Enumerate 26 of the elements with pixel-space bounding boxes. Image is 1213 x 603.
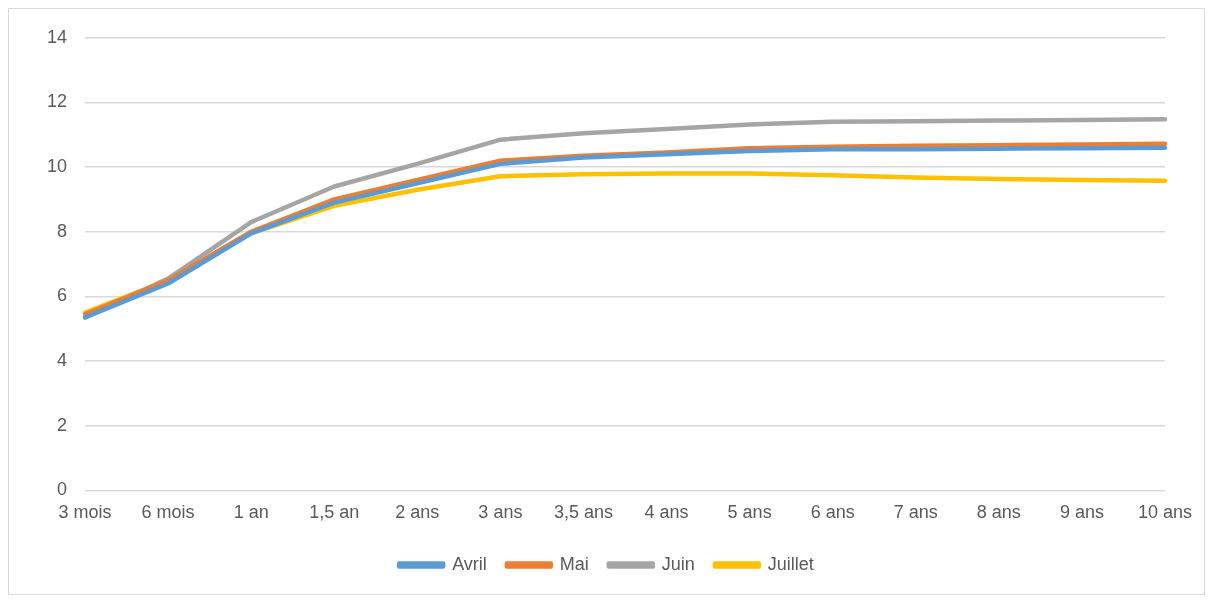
y-tick-label: 4 [57, 350, 68, 371]
x-tick-label: 2 ans [395, 502, 440, 523]
y-tick-label: 2 [57, 414, 68, 435]
x-tick-label: 5 ans [727, 502, 772, 523]
x-tick-label: 1,5 an [309, 502, 360, 523]
legend-label: Avril [452, 553, 487, 574]
y-tick-label: 8 [57, 220, 68, 241]
x-tick-label: 3,5 ans [553, 502, 613, 523]
legend-label: Juin [661, 553, 695, 574]
legend-label: Mai [559, 553, 589, 574]
x-tick-label: 4 ans [644, 502, 689, 523]
x-tick-label: 1 an [233, 502, 269, 523]
y-tick-label: 6 [57, 285, 68, 306]
x-tick-label: 3 mois [58, 502, 112, 523]
x-tick-label: 10 ans [1137, 502, 1192, 523]
y-tick-label: 0 [57, 479, 68, 500]
y-tick-label: 10 [46, 156, 68, 177]
y-tick-label: 14 [46, 26, 68, 47]
x-tick-label: 6 mois [141, 502, 195, 523]
y-tick-label: 12 [46, 91, 68, 112]
x-tick-label: 7 ans [893, 502, 938, 523]
x-tick-label: 3 ans [478, 502, 523, 523]
x-tick-label: 6 ans [810, 502, 855, 523]
legend-label: Juillet [767, 553, 814, 574]
x-tick-label: 9 ans [1059, 502, 1104, 523]
x-tick-label: 8 ans [976, 502, 1021, 523]
